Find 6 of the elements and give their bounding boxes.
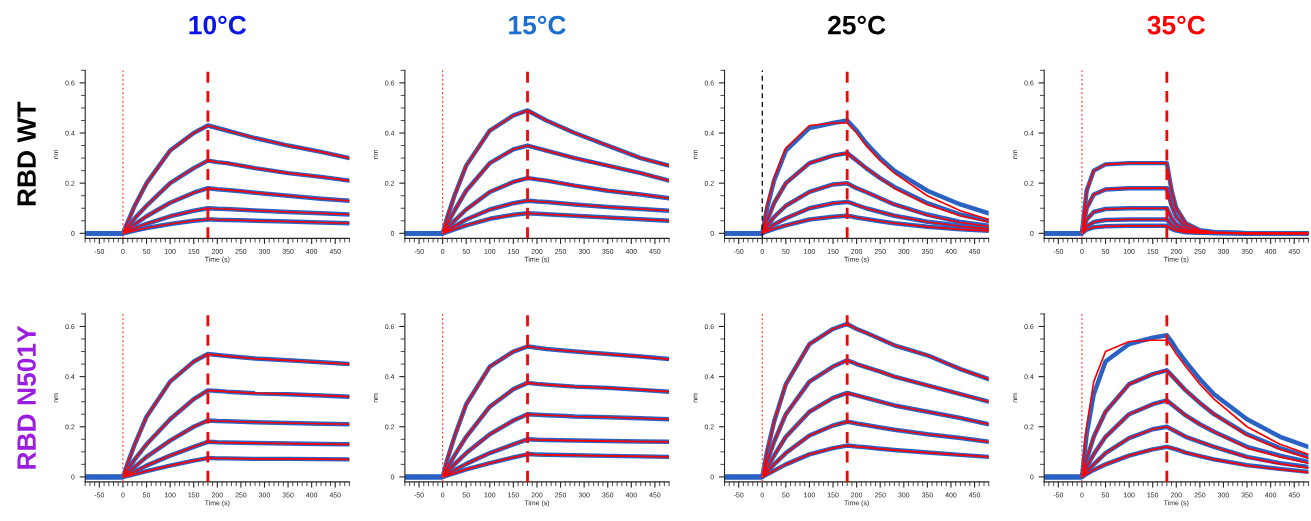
chart-title: 15°C xyxy=(509,15,566,35)
text: RBD WT xyxy=(17,101,36,206)
chart-title: 10°C xyxy=(189,15,247,35)
chart-title: 25°C xyxy=(828,15,886,35)
chart-title: 35°C xyxy=(1147,15,1206,35)
text: RBD N501Y xyxy=(17,325,36,469)
